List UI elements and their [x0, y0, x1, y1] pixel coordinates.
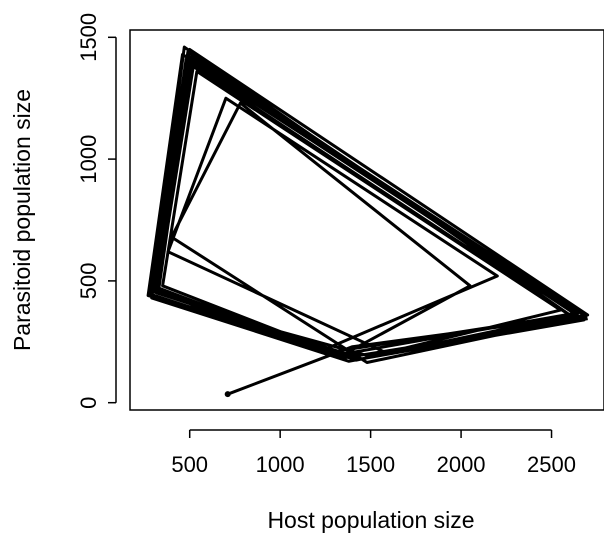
y-tick-label: 1500 [76, 13, 101, 62]
series-layer [146, 45, 590, 396]
plot-frame [129, 29, 604, 411]
marker-layer [224, 391, 231, 398]
y-tick-label: 1000 [76, 135, 101, 184]
y-axis: 0 500 1000 1500 [76, 13, 117, 409]
x-tick-label: 2500 [527, 452, 576, 477]
start-point-marker [224, 391, 231, 398]
series-line-0 [146, 45, 590, 396]
x-tick-label: 1500 [346, 452, 395, 477]
x-axis-title: Host population size [267, 507, 474, 533]
y-axis-title: Parasitoid population size [9, 89, 35, 351]
x-tick-label: 2000 [437, 452, 486, 477]
x-axis: 500 1000 1500 2000 2500 [171, 429, 576, 477]
x-tick-label: 1000 [256, 452, 305, 477]
y-tick-label: 500 [76, 263, 101, 300]
x-tick-label: 500 [171, 452, 208, 477]
y-tick-label: 0 [76, 397, 101, 409]
